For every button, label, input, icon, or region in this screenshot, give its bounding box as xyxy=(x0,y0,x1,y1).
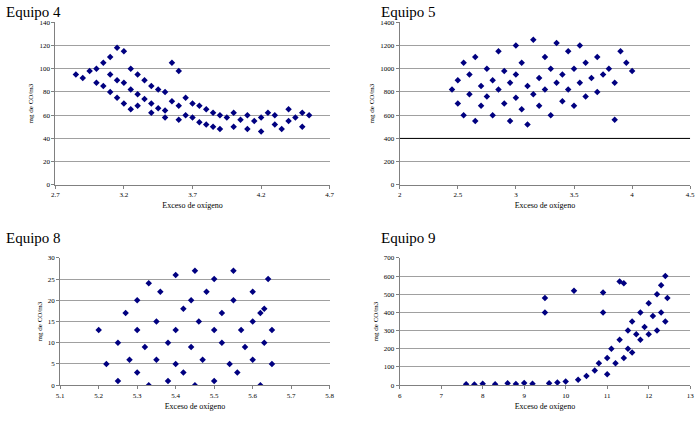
svg-text:3.7: 3.7 xyxy=(188,191,197,199)
svg-text:5.8: 5.8 xyxy=(325,392,334,400)
svg-text:10: 10 xyxy=(562,392,570,400)
svg-text:2.7: 2.7 xyxy=(51,191,60,199)
svg-text:100: 100 xyxy=(39,65,50,73)
svg-text:30: 30 xyxy=(48,254,56,262)
svg-text:20: 20 xyxy=(43,158,51,166)
svg-text:Exceso de oxígeno: Exceso de oxígeno xyxy=(515,201,575,210)
svg-text:12: 12 xyxy=(645,392,653,400)
svg-text:3.2: 3.2 xyxy=(120,191,129,199)
svg-text:0: 0 xyxy=(46,181,50,189)
svg-text:Equipo 4: Equipo 4 xyxy=(6,4,61,20)
svg-text:mg de CO/m3: mg de CO/m3 xyxy=(27,83,35,123)
svg-text:1400: 1400 xyxy=(380,19,395,27)
svg-text:700: 700 xyxy=(384,254,395,262)
svg-text:6: 6 xyxy=(398,392,402,400)
svg-text:0: 0 xyxy=(391,382,395,390)
svg-text:25: 25 xyxy=(48,276,56,284)
svg-text:5.2: 5.2 xyxy=(94,392,103,400)
svg-text:10: 10 xyxy=(48,339,56,347)
svg-text:40: 40 xyxy=(43,135,51,143)
svg-text:4.2: 4.2 xyxy=(257,191,266,199)
svg-text:15: 15 xyxy=(48,318,56,326)
svg-text:100: 100 xyxy=(384,363,395,371)
svg-text:2: 2 xyxy=(398,191,402,199)
svg-text:60: 60 xyxy=(43,112,51,120)
svg-text:11: 11 xyxy=(604,392,611,400)
svg-text:0: 0 xyxy=(391,181,395,189)
svg-text:800: 800 xyxy=(384,88,395,96)
svg-text:500: 500 xyxy=(384,291,395,299)
svg-text:80: 80 xyxy=(43,88,51,96)
svg-text:120: 120 xyxy=(39,42,50,50)
svg-text:5.1: 5.1 xyxy=(56,392,65,400)
svg-text:300: 300 xyxy=(384,327,395,335)
svg-text:400: 400 xyxy=(384,309,395,317)
svg-text:1200: 1200 xyxy=(380,42,395,50)
svg-text:7: 7 xyxy=(439,392,443,400)
svg-text:mg de CO/m3: mg de CO/m3 xyxy=(368,83,376,123)
svg-text:600: 600 xyxy=(384,273,395,281)
svg-text:mg de CO/m3: mg de CO/m3 xyxy=(372,301,380,341)
svg-text:200: 200 xyxy=(384,345,395,353)
svg-text:600: 600 xyxy=(384,112,395,120)
svg-text:Exceso de oxígeno: Exceso de oxígeno xyxy=(162,201,222,210)
svg-text:0: 0 xyxy=(51,382,55,390)
svg-text:5.5: 5.5 xyxy=(210,392,219,400)
svg-text:5.6: 5.6 xyxy=(248,392,257,400)
svg-text:mg de CO/m3: mg de CO/m3 xyxy=(36,301,44,341)
svg-text:400: 400 xyxy=(384,135,395,143)
svg-text:2.5: 2.5 xyxy=(453,191,462,199)
svg-text:20: 20 xyxy=(48,297,56,305)
svg-text:3.5: 3.5 xyxy=(570,191,579,199)
svg-text:Equipo 8: Equipo 8 xyxy=(6,230,61,246)
svg-text:5.4: 5.4 xyxy=(171,392,180,400)
svg-text:5.3: 5.3 xyxy=(133,392,142,400)
svg-text:4.5: 4.5 xyxy=(686,191,695,199)
svg-text:8: 8 xyxy=(481,392,485,400)
svg-text:5.7: 5.7 xyxy=(287,392,296,400)
svg-text:Equipo 5: Equipo 5 xyxy=(381,4,436,20)
svg-text:9: 9 xyxy=(522,392,526,400)
svg-text:3: 3 xyxy=(514,191,518,199)
svg-text:200: 200 xyxy=(384,158,395,166)
svg-text:Exceso de oxígeno: Exceso de oxígeno xyxy=(515,402,575,411)
svg-text:140: 140 xyxy=(39,19,50,27)
svg-text:1000: 1000 xyxy=(380,65,395,73)
svg-text:Equipo 9: Equipo 9 xyxy=(381,230,436,246)
svg-text:4: 4 xyxy=(630,191,634,199)
svg-text:13: 13 xyxy=(687,392,695,400)
svg-text:4.7: 4.7 xyxy=(325,191,334,199)
svg-text:Exceso de oxígeno: Exceso de oxígeno xyxy=(165,402,225,411)
svg-text:5: 5 xyxy=(51,360,55,368)
